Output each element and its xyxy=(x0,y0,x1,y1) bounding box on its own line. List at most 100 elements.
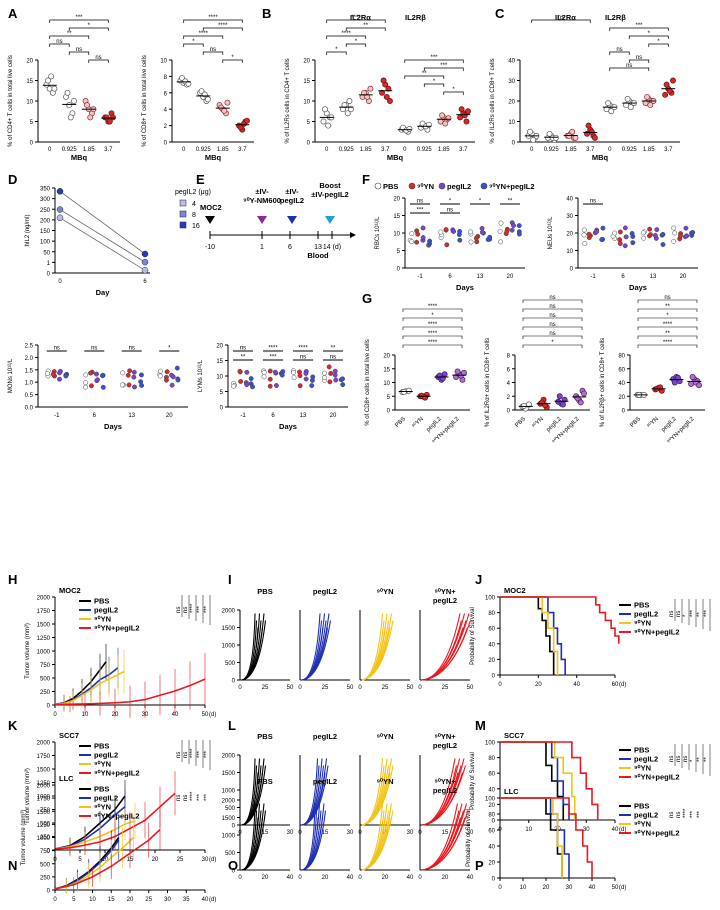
I-x-tick-label: 50 xyxy=(407,685,414,691)
H-y-tick-label: 1000 xyxy=(37,650,51,656)
K-x-tick-label: 30 xyxy=(202,857,209,863)
H-y-tick-label: 1250 xyxy=(37,636,51,642)
B-x-tick-label: 1.85 xyxy=(360,147,372,153)
C-x-tick-label: 0 xyxy=(608,147,612,153)
B-point xyxy=(463,118,470,125)
F1-x-tick-label: 6 xyxy=(448,274,452,280)
G3-y-tick-label: 20 xyxy=(618,395,625,401)
P-series-3 xyxy=(500,797,593,878)
H-sig-label: *** xyxy=(197,605,203,613)
B-sig-bracket xyxy=(404,75,445,79)
B-sig-bracket xyxy=(326,51,347,55)
K-y-tick-label: 1750 xyxy=(37,754,51,760)
F3-point xyxy=(83,384,89,390)
B-point xyxy=(347,106,354,113)
N-y-tick-label: 750 xyxy=(40,849,51,855)
e-boost-label: Boost xyxy=(319,181,341,190)
G3-sig-label: ** xyxy=(665,331,670,337)
M-legend-label: ⁹⁰YN+pegIL2 xyxy=(634,773,680,782)
N-x-tick-label: 20 xyxy=(127,897,134,903)
G3-point xyxy=(689,374,696,380)
N-title: LLC xyxy=(59,774,74,783)
F1-point xyxy=(457,228,463,234)
F1-point xyxy=(420,225,426,231)
F3-point xyxy=(119,382,125,388)
f-legend-swatch xyxy=(408,182,416,190)
O-tumor-curve xyxy=(361,810,394,871)
O-x-tick-label: 40 xyxy=(287,875,294,881)
e-day-label: -10 xyxy=(205,244,215,251)
A2-sig-bracket xyxy=(183,19,243,23)
J-series-3 xyxy=(500,596,620,644)
N-y-tick-label: 1750 xyxy=(37,797,51,803)
N-x-tick-label: 35 xyxy=(183,897,190,903)
P-y-axis-label: Probability of Survival xyxy=(466,809,472,867)
panel-letter-c: C xyxy=(495,6,505,21)
G1-sig-label: **** xyxy=(428,340,438,346)
A2-x-tick-label: 3.7 xyxy=(238,147,247,153)
L-x-tick-label: 30 xyxy=(467,830,474,836)
A2-y-tick-label: 8 xyxy=(164,75,168,81)
O-tumor-curve xyxy=(421,810,469,871)
D-y-tick-label: 350 xyxy=(40,187,51,193)
B-sig-label: ** xyxy=(422,71,427,77)
A1-point xyxy=(87,114,94,121)
A1-y-tick-label: 5 xyxy=(30,120,34,126)
O-x-tick-label: 40 xyxy=(347,875,354,881)
F4-point xyxy=(310,374,316,380)
F3-sig-label: ns xyxy=(54,346,60,352)
F2-point xyxy=(690,230,696,235)
C-point xyxy=(530,136,537,143)
B-y-tick-label: 5 xyxy=(307,120,311,126)
G1-y-tick-label: 20 xyxy=(383,354,390,360)
G1-sig-label: **** xyxy=(428,322,438,328)
F4-x-tick-label: 13 xyxy=(300,413,307,419)
F3-point xyxy=(163,377,169,383)
d-point xyxy=(56,206,64,213)
F2-y-tick-label: 0 xyxy=(570,267,574,273)
F4-point xyxy=(322,370,327,376)
A1-sig-bracket xyxy=(68,51,90,55)
F2-point xyxy=(660,231,666,237)
C-x-tick-label: 0 xyxy=(530,147,534,153)
L-group-title-2: pegIL2 xyxy=(433,741,457,750)
O-x-tick-label: 0 xyxy=(418,875,422,881)
C-sig-label: ns xyxy=(626,63,632,69)
G1-x-tick-label: PBS xyxy=(394,416,407,429)
d-x-tick-label: 6 xyxy=(143,279,147,285)
C-point xyxy=(572,134,579,141)
L-tumor-curve xyxy=(421,765,467,826)
K-sig-label: ns xyxy=(176,752,182,758)
A2-sig-bracket xyxy=(183,43,204,47)
B-sig-label: **** xyxy=(351,15,361,21)
F1-point xyxy=(426,242,432,248)
J-sig-label: * xyxy=(683,614,689,617)
F1-point xyxy=(516,223,522,229)
M-y-tick-label: 60 xyxy=(488,772,495,778)
A1-x-tick-label: 0 xyxy=(48,147,52,153)
e-peg-label2: pegIL2 xyxy=(280,196,304,205)
I-x-tick-label: 50 xyxy=(347,685,354,691)
d-x-tick-label: 0 xyxy=(58,279,62,285)
I-y-tick-label: 0 xyxy=(232,679,236,685)
M-series-0 xyxy=(500,741,565,820)
I-group-title-2: pegIL2 xyxy=(433,596,457,605)
e-day-label: 6 xyxy=(288,244,292,251)
G1-y-tick-label: 10 xyxy=(383,381,390,387)
B-sig-label: * xyxy=(335,47,338,53)
A2-x-tick-label: 0.925 xyxy=(196,147,212,153)
F3-point xyxy=(63,373,69,379)
O-x-tick-label: 0 xyxy=(298,875,302,881)
f-legend-swatch xyxy=(374,182,382,190)
F2-y-axis-label: NEUs 10¹²/L xyxy=(548,216,554,250)
A2-sig-bracket xyxy=(202,27,243,31)
A1-point xyxy=(51,85,58,92)
F3-point xyxy=(127,368,133,374)
J-y-tick-label: 40 xyxy=(488,642,495,648)
D-y-tick-label: 50 xyxy=(43,250,50,256)
F1-x-tick-label: 20 xyxy=(507,274,514,280)
C-point xyxy=(644,93,651,100)
F4-point xyxy=(267,383,273,389)
I-tumor-curve xyxy=(301,613,321,681)
F4-x-tick-label: -1 xyxy=(240,413,246,419)
